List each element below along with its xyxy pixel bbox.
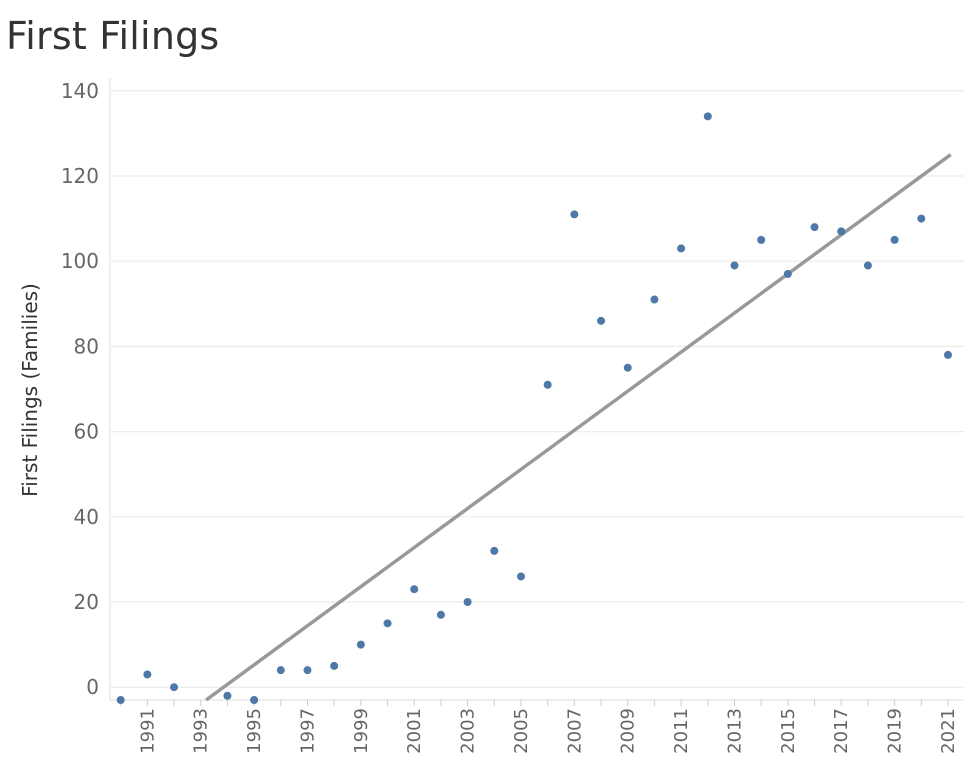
x-axis-ticks: 1991 1993 1995 1997 1999 2001 2003 2005 2007 2009… bbox=[137, 708, 959, 754]
data-point bbox=[117, 696, 125, 704]
data-point bbox=[250, 696, 258, 704]
y-tick-label: 40 bbox=[74, 505, 99, 529]
grid-lines bbox=[110, 91, 964, 687]
data-point bbox=[170, 683, 178, 691]
data-point bbox=[223, 692, 231, 700]
x-tick-label: 2003 bbox=[458, 708, 479, 754]
data-point bbox=[811, 223, 819, 231]
x-tick-label: 1999 bbox=[351, 708, 372, 754]
x-tick-label: 2019 bbox=[885, 708, 906, 754]
data-point bbox=[917, 215, 925, 223]
data-point bbox=[730, 261, 738, 269]
data-point bbox=[650, 296, 658, 304]
x-tick-label: 2007 bbox=[564, 708, 585, 754]
axes bbox=[110, 78, 964, 706]
data-point bbox=[330, 662, 338, 670]
data-point bbox=[303, 666, 311, 674]
x-tick-label: 1995 bbox=[244, 708, 265, 754]
data-point bbox=[570, 210, 578, 218]
x-tick-label: 2011 bbox=[671, 708, 692, 754]
data-point bbox=[277, 666, 285, 674]
y-axis-label: First Filings (Families) bbox=[18, 283, 42, 497]
data-point bbox=[410, 585, 418, 593]
data-point bbox=[757, 236, 765, 244]
x-tick-label: 2001 bbox=[404, 708, 425, 754]
data-point bbox=[357, 641, 365, 649]
data-point bbox=[143, 670, 151, 678]
x-tick-label: 2009 bbox=[618, 708, 639, 754]
data-point bbox=[544, 381, 552, 389]
y-tick-label: 140 bbox=[61, 79, 99, 103]
y-tick-label: 100 bbox=[61, 249, 99, 273]
x-tick-label: 2021 bbox=[938, 708, 959, 754]
y-tick-label: 60 bbox=[74, 420, 99, 444]
data-points bbox=[117, 112, 952, 704]
x-tick-label: 1997 bbox=[297, 708, 318, 754]
x-tick-label: 2013 bbox=[724, 708, 745, 754]
y-tick-label: 20 bbox=[74, 590, 99, 614]
y-tick-label: 0 bbox=[86, 675, 99, 699]
data-point bbox=[624, 364, 632, 372]
data-point bbox=[490, 547, 498, 555]
y-axis-ticks: 0 20 40 60 80 100 120 140 bbox=[61, 79, 99, 699]
data-point bbox=[464, 598, 472, 606]
x-tick-label: 1993 bbox=[191, 708, 212, 754]
x-tick-label: 2005 bbox=[511, 708, 532, 754]
trend-line-group bbox=[206, 155, 951, 700]
data-point bbox=[597, 317, 605, 325]
x-tick-label: 2017 bbox=[831, 708, 852, 754]
data-point bbox=[837, 227, 845, 235]
trend-line bbox=[206, 155, 951, 700]
y-tick-label: 80 bbox=[74, 334, 99, 358]
data-point bbox=[891, 236, 899, 244]
x-tick-label: 2015 bbox=[778, 708, 799, 754]
data-point bbox=[517, 572, 525, 580]
y-tick-label: 120 bbox=[61, 164, 99, 188]
data-point bbox=[437, 611, 445, 619]
data-point bbox=[384, 619, 392, 627]
data-point bbox=[784, 270, 792, 278]
data-point bbox=[704, 112, 712, 120]
x-tick-label: 1991 bbox=[137, 708, 158, 754]
data-point bbox=[864, 261, 872, 269]
data-point bbox=[677, 244, 685, 252]
data-point bbox=[944, 351, 952, 359]
